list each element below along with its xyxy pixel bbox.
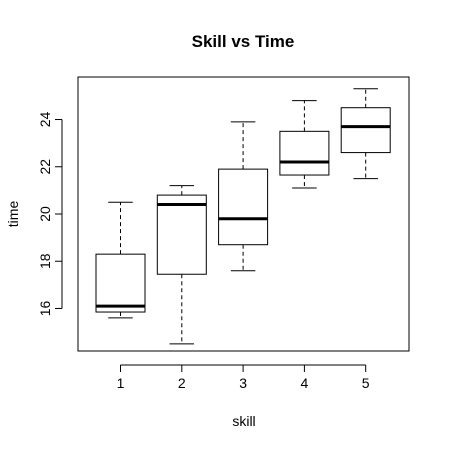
y-tick-label: 22 <box>37 159 53 175</box>
box-iqr <box>156 194 207 275</box>
box-group-5 <box>340 88 391 180</box>
box-iqr <box>340 107 391 154</box>
chart-title: Skill vs Time <box>192 32 295 51</box>
y-tick-label: 20 <box>37 206 53 222</box>
x-tick-label: 1 <box>117 375 125 391</box>
y-tick-label: 24 <box>37 112 53 128</box>
plot-frame <box>77 76 410 352</box>
box-group-2 <box>156 185 207 345</box>
x-tick-label: 3 <box>239 375 247 391</box>
box-iqr <box>95 253 146 313</box>
x-tick-label: 2 <box>178 375 186 391</box>
y-axis-title: time <box>5 201 21 228</box>
x-axis-title: skill <box>232 413 255 429</box>
x-tick-label: 5 <box>362 375 370 391</box>
y-tick-label: 16 <box>37 300 53 316</box>
box-iqr <box>279 130 330 176</box>
y-tick-label: 18 <box>37 253 53 269</box>
boxes-layer <box>95 88 391 345</box>
box-iqr <box>218 168 269 246</box>
box-group-4 <box>279 100 330 189</box>
box-group-3 <box>218 121 269 272</box>
y-axis: 16 18 20 22 24 <box>37 112 63 316</box>
x-tick-label: 4 <box>301 375 309 391</box>
box-group-1 <box>95 201 146 319</box>
x-axis: 1 2 3 4 5 <box>117 364 370 391</box>
